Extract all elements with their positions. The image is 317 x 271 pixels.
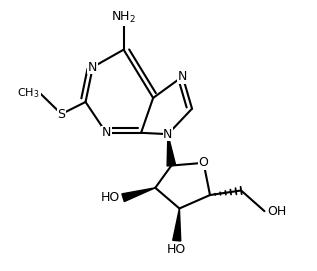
Polygon shape (122, 188, 155, 202)
Text: OH: OH (267, 205, 286, 218)
Text: HO: HO (101, 191, 120, 204)
Text: S: S (57, 108, 65, 121)
Text: N: N (88, 61, 97, 74)
Text: CH$_3$: CH$_3$ (17, 86, 40, 100)
Text: NH$_2$: NH$_2$ (111, 10, 136, 25)
Text: N: N (178, 70, 187, 83)
Text: N: N (101, 126, 111, 139)
Text: HO: HO (167, 243, 186, 256)
Text: N: N (163, 128, 172, 141)
Polygon shape (167, 134, 176, 166)
Polygon shape (173, 208, 181, 241)
Text: O: O (199, 156, 209, 169)
